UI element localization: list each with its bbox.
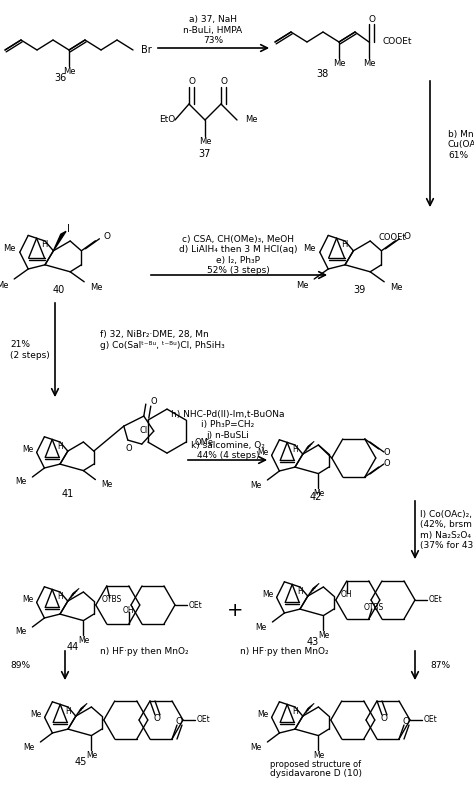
- Text: Me: Me: [303, 243, 316, 253]
- Text: Br: Br: [141, 45, 152, 55]
- Text: H: H: [292, 444, 298, 454]
- Text: 37: 37: [199, 149, 211, 159]
- Text: 89%: 89%: [10, 660, 30, 670]
- Text: Me: Me: [22, 445, 34, 454]
- Text: Me: Me: [245, 115, 257, 125]
- Text: 45: 45: [75, 757, 87, 767]
- Text: 40: 40: [53, 285, 65, 295]
- Text: I: I: [67, 224, 70, 234]
- Text: dysidavarone D (10): dysidavarone D (10): [270, 769, 362, 778]
- Text: +: +: [227, 601, 243, 619]
- Text: 41: 41: [62, 489, 74, 499]
- Text: Me: Me: [313, 751, 324, 760]
- Text: 42: 42: [310, 492, 322, 502]
- Text: h) NHC-Pd(II)-Im,t-BuONa
i) Ph₃P=CH₂
j) n-BuSLi
k) salcomine, O₂
44% (4 steps): h) NHC-Pd(II)-Im,t-BuONa i) Ph₃P=CH₂ j) …: [171, 410, 285, 460]
- Text: O: O: [189, 78, 195, 86]
- Polygon shape: [54, 232, 66, 250]
- Text: Me: Me: [296, 280, 308, 290]
- Text: n) HF·py then MnO₂: n) HF·py then MnO₂: [240, 648, 328, 656]
- Text: H: H: [57, 442, 63, 451]
- Text: OMe: OMe: [194, 437, 213, 447]
- Text: O: O: [151, 396, 157, 406]
- Text: l) Co(OAc)₂, EtOH, O₂
(42%, brsm 70%, rr = 1:1)
m) Na₂S₂O₄ then TBSCl
(37% for 4: l) Co(OAc)₂, EtOH, O₂ (42%, brsm 70%, rr…: [420, 510, 474, 550]
- Text: O: O: [402, 717, 410, 725]
- Text: Me: Me: [101, 480, 113, 489]
- Text: OEt: OEt: [197, 715, 211, 725]
- Text: OEt: OEt: [429, 596, 443, 604]
- Text: 39: 39: [353, 285, 365, 295]
- Text: Me: Me: [15, 627, 27, 637]
- Text: Me: Me: [15, 477, 27, 487]
- Text: f) 32, NiBr₂·DME, 28, Mn
g) Co(Salᵗ⁻ᴮᵘ, ᵗ⁻ᴮᵘ)Cl, PhSiH₃: f) 32, NiBr₂·DME, 28, Mn g) Co(Salᵗ⁻ᴮᵘ, …: [100, 330, 225, 349]
- Text: O: O: [383, 448, 390, 458]
- Text: Me: Me: [63, 68, 75, 76]
- Text: O: O: [403, 232, 410, 241]
- Text: Me: Me: [257, 710, 269, 719]
- Text: Me: Me: [363, 60, 375, 68]
- Text: Me: Me: [313, 489, 324, 498]
- Text: Me: Me: [333, 60, 345, 68]
- Text: O: O: [126, 444, 132, 453]
- Text: 87%: 87%: [430, 660, 450, 670]
- Text: 44: 44: [67, 641, 79, 652]
- Text: O: O: [381, 714, 388, 724]
- Text: Me: Me: [257, 448, 269, 457]
- Text: EtO: EtO: [159, 115, 175, 125]
- Text: O: O: [175, 717, 182, 725]
- Text: c) CSA, CH(OMe)₃, MeOH
d) LiAlH₄ then 3 M HCl(aq)
e) I₂, Ph₃P
52% (3 steps): c) CSA, CH(OMe)₃, MeOH d) LiAlH₄ then 3 …: [179, 235, 297, 275]
- Text: OEt: OEt: [424, 715, 438, 725]
- Text: H: H: [341, 240, 347, 250]
- Text: Me: Me: [23, 743, 35, 751]
- Text: O: O: [368, 14, 375, 24]
- Text: H: H: [57, 592, 63, 601]
- Text: b) Mn(OAc)₃·2H₂O
Cu(OAc)₂
61%: b) Mn(OAc)₃·2H₂O Cu(OAc)₂ 61%: [448, 130, 474, 160]
- Text: Me: Me: [262, 590, 273, 599]
- Text: O: O: [154, 714, 161, 724]
- Text: Me: Me: [22, 595, 34, 604]
- Text: H: H: [41, 240, 47, 250]
- Text: O: O: [103, 232, 110, 241]
- Text: OH: OH: [341, 590, 353, 600]
- Text: Me: Me: [86, 751, 97, 760]
- Text: Cl: Cl: [140, 425, 148, 435]
- Text: proposed structure of: proposed structure of: [270, 760, 361, 769]
- Text: OTBS: OTBS: [364, 603, 384, 612]
- Text: Me: Me: [78, 636, 89, 645]
- Text: Me: Me: [250, 743, 261, 751]
- Text: H: H: [65, 706, 71, 716]
- Text: Me: Me: [318, 631, 329, 640]
- Text: COOEt: COOEt: [383, 38, 412, 46]
- Text: O: O: [383, 458, 390, 468]
- Text: Me: Me: [390, 283, 403, 292]
- Text: n) HF·py then MnO₂: n) HF·py then MnO₂: [100, 648, 189, 656]
- Text: Me: Me: [255, 623, 266, 631]
- Text: OEt: OEt: [189, 601, 203, 609]
- Text: H: H: [297, 586, 303, 596]
- Text: Me: Me: [90, 283, 103, 292]
- Text: 38: 38: [316, 69, 328, 79]
- Text: 21%
(2 steps): 21% (2 steps): [10, 341, 50, 360]
- Text: a) 37, NaH
n-BuLi, HMPA
73%: a) 37, NaH n-BuLi, HMPA 73%: [183, 15, 243, 45]
- Text: OH: OH: [123, 605, 135, 615]
- Text: Me: Me: [30, 710, 42, 719]
- Text: H: H: [292, 706, 298, 716]
- Text: COOEt: COOEt: [378, 232, 406, 242]
- Text: OTBS: OTBS: [102, 596, 122, 604]
- Text: Me: Me: [3, 243, 16, 253]
- Text: 36: 36: [54, 73, 66, 83]
- Text: Me: Me: [0, 280, 8, 290]
- Text: Me: Me: [199, 137, 211, 147]
- Text: O: O: [220, 78, 228, 86]
- Text: 43: 43: [307, 637, 319, 647]
- Text: Me: Me: [250, 480, 261, 490]
